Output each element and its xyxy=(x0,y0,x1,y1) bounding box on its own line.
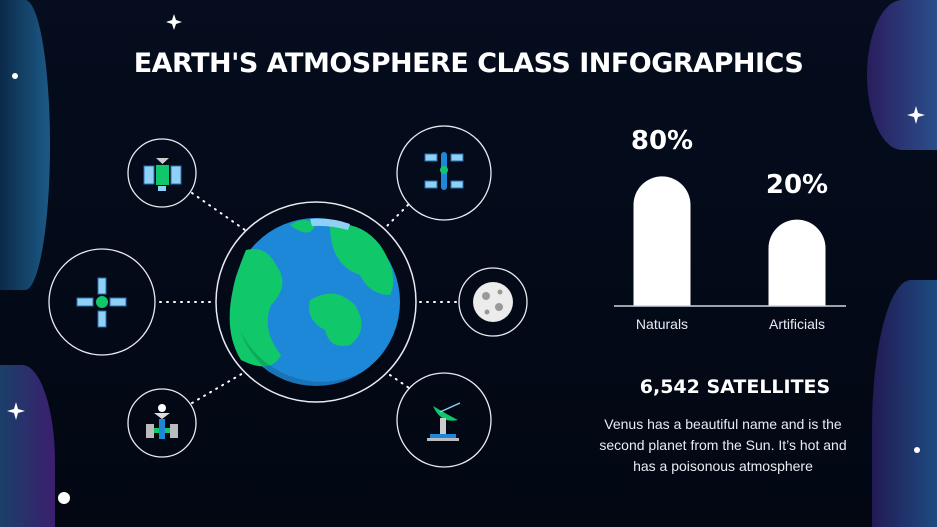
bar-chart xyxy=(614,176,846,307)
satellite-count: 6,542 SATELLITES xyxy=(639,376,831,398)
bar-naturals xyxy=(633,176,691,306)
moon-circle xyxy=(458,267,528,337)
connectors xyxy=(159,192,459,404)
bar-artificials xyxy=(768,219,826,306)
star-dot xyxy=(914,447,920,453)
value-label: 20% xyxy=(765,169,829,200)
star-icon xyxy=(166,14,182,30)
nebula-left-top xyxy=(0,0,50,290)
satellite-cross-circle xyxy=(48,248,156,356)
stat-description: Venus has a beautiful name and is the se… xyxy=(599,416,847,474)
satellite-cross-icon xyxy=(76,277,127,328)
star-dot xyxy=(58,492,70,504)
nebula-right-bottom xyxy=(872,280,937,527)
space-station-circle xyxy=(396,125,492,221)
page-title: EARTH'S ATMOSPHERE CLASS INFOGRAPHICS xyxy=(133,48,804,79)
radio-telescope-icon xyxy=(427,402,461,441)
nebula-right-top xyxy=(867,0,937,150)
icon-circles xyxy=(48,125,528,468)
category-label: Naturals xyxy=(635,316,689,332)
rover-icon xyxy=(146,404,178,439)
star-dot xyxy=(12,73,18,79)
star-icon xyxy=(7,402,25,420)
category-label: Artificials xyxy=(768,316,825,332)
earth-icon xyxy=(215,201,417,403)
rover-circle xyxy=(127,388,197,458)
stars xyxy=(7,14,925,504)
satellite-circle xyxy=(127,138,197,208)
satellite-icon xyxy=(143,158,182,191)
value-label: 80% xyxy=(630,126,694,157)
star-icon xyxy=(907,106,925,124)
telescope-circle xyxy=(396,372,492,468)
moon-icon xyxy=(473,282,513,322)
space-station-icon xyxy=(424,152,464,190)
